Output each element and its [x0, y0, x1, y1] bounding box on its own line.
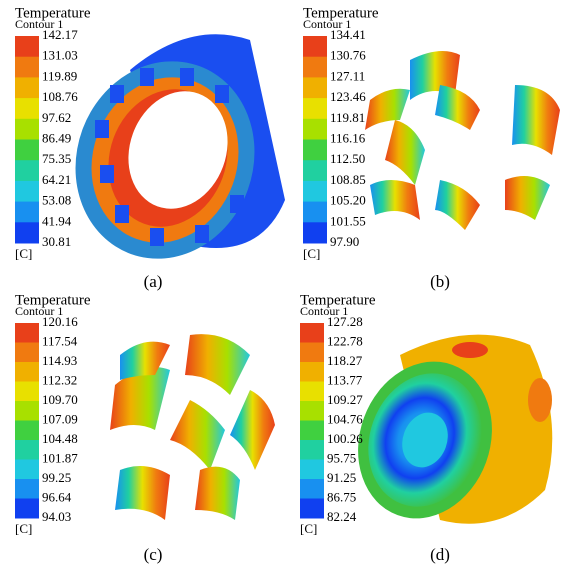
colorbar-band [15, 140, 39, 161]
colorbar-label: 113.77 [327, 372, 363, 387]
colorbar-label: 118.27 [327, 353, 363, 368]
colorbar-label: 91.25 [327, 470, 356, 485]
colorbar-band [300, 499, 324, 519]
model-b [365, 51, 560, 230]
colorbar-band [300, 343, 324, 363]
colorbar-label: 142.17 [42, 27, 78, 42]
colorbar-label: 96.64 [42, 489, 72, 504]
colorbar-band [15, 119, 39, 140]
colorbar-label: 131.03 [42, 48, 78, 63]
colorbar-label: 134.41 [330, 27, 366, 42]
colorbar-label: 30.81 [42, 234, 71, 249]
panel-caption: (d) [430, 545, 450, 564]
colorbar-band [303, 222, 327, 243]
unit-label: [C] [15, 246, 32, 261]
colorbar-band [300, 323, 324, 343]
colorbar-band [300, 421, 324, 441]
unit-label: [C] [15, 521, 32, 536]
colorbar-label: 119.89 [42, 68, 77, 83]
colorbar-label: 53.08 [42, 193, 71, 208]
colorbar-band [15, 362, 39, 382]
colorbar-band [15, 401, 39, 421]
panel-caption: (c) [144, 545, 163, 564]
figure: TemperatureContour 1142.17131.03119.8910… [0, 0, 571, 570]
colorbar-band [15, 343, 39, 363]
colorbar-label: 86.49 [42, 130, 71, 145]
colorbar-label: 86.75 [327, 489, 356, 504]
colorbar-band [303, 98, 327, 119]
colorbar-band [15, 222, 39, 243]
colorbar-band [15, 57, 39, 78]
unit-label: [C] [300, 521, 317, 536]
colorbar-band [303, 57, 327, 78]
colorbar-label: 119.81 [330, 110, 365, 125]
colorbar-label: 120.16 [42, 314, 78, 329]
colorbar-band [15, 421, 39, 441]
colorbar-label: 117.54 [42, 333, 78, 348]
model-c [110, 334, 275, 520]
colorbar-band [15, 181, 39, 202]
colorbar-label: 41.94 [42, 213, 72, 228]
colorbar-band [303, 160, 327, 181]
colorbar-band [15, 77, 39, 98]
panel-caption: (a) [144, 272, 163, 291]
colorbar-label: 112.32 [42, 372, 77, 387]
colorbar-label: 130.76 [330, 48, 366, 63]
colorbar-label: 95.75 [327, 450, 356, 465]
colorbar-label: 127.28 [327, 314, 363, 329]
colorbar-label: 99.25 [42, 470, 71, 485]
colorbar-band [303, 140, 327, 161]
colorbar-label: 123.46 [330, 89, 366, 104]
colorbar-band [15, 499, 39, 519]
colorbar-label: 104.76 [327, 411, 363, 426]
colorbar-band [300, 401, 324, 421]
colorbar-band [15, 202, 39, 223]
colorbar-label: 108.76 [42, 89, 78, 104]
colorbar-band [15, 36, 39, 57]
colorbar-label: 127.11 [330, 68, 365, 83]
colorbar-label: 109.70 [42, 392, 78, 407]
colorbar-label: 112.50 [330, 151, 365, 166]
colorbar-label: 109.27 [327, 392, 363, 407]
colorbar-label: 108.85 [330, 172, 366, 187]
colorbar-label: 82.24 [327, 509, 357, 524]
colorbar-label: 122.78 [327, 333, 363, 348]
model-d [337, 335, 553, 538]
colorbar-label: 116.16 [330, 130, 366, 145]
colorbar-band [15, 440, 39, 460]
colorbar-label: 107.09 [42, 411, 78, 426]
colorbar-band [300, 362, 324, 382]
colorbar-label: 75.35 [42, 151, 71, 166]
colorbar-label: 114.93 [42, 353, 77, 368]
colorbar-label: 100.26 [327, 431, 363, 446]
model-a [48, 34, 285, 284]
colorbar-band [15, 460, 39, 480]
colorbar-band [15, 479, 39, 499]
unit-label: [C] [303, 246, 320, 261]
colorbar-label: 101.55 [330, 213, 366, 228]
colorbar-band [15, 160, 39, 181]
colorbar-label: 105.20 [330, 193, 366, 208]
colorbar-band [303, 119, 327, 140]
colorbar-band [300, 382, 324, 402]
colorbar-label: 104.48 [42, 431, 78, 446]
colorbar-band [15, 98, 39, 119]
colorbar-label: 64.21 [42, 172, 71, 187]
colorbar-band [300, 479, 324, 499]
colorbar-label: 97.62 [42, 110, 71, 125]
colorbar-label: 101.87 [42, 450, 78, 465]
colorbar-band [300, 440, 324, 460]
colorbar-label: 97.90 [330, 234, 359, 249]
colorbar-band [300, 460, 324, 480]
colorbar-label: 94.03 [42, 509, 71, 524]
colorbar-band [303, 202, 327, 223]
colorbar-band [15, 382, 39, 402]
colorbar-band [303, 181, 327, 202]
colorbar-band [303, 77, 327, 98]
panel-caption: (b) [430, 272, 450, 291]
colorbar-band [15, 323, 39, 343]
colorbar-band [303, 36, 327, 57]
